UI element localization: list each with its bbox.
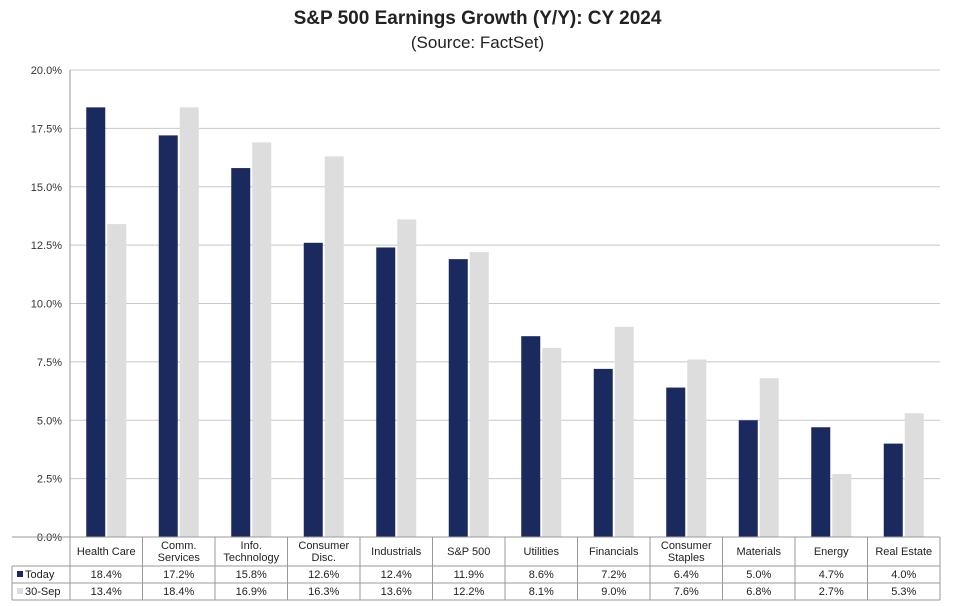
bar-today [303, 242, 323, 538]
category-label: Comm. [161, 540, 196, 552]
data-label: 8.6% [529, 569, 554, 581]
data-label: 18.4% [91, 569, 122, 581]
bar-today [86, 107, 106, 538]
bar-30-sep [252, 142, 272, 537]
chart-subtitle: (Source: FactSet) [410, 33, 545, 52]
data-label: 7.6% [674, 586, 699, 598]
data-label: 9.0% [601, 586, 626, 598]
data-label: 17.2% [163, 569, 194, 581]
category-label: Real Estate [875, 546, 932, 558]
category-label: Technology [223, 552, 279, 564]
bar-30-sep [107, 224, 127, 538]
category-label: Disc. [312, 552, 336, 564]
data-label: 11.9% [454, 569, 485, 581]
data-label: 6.4% [674, 569, 699, 581]
bar-30-sep [542, 347, 562, 537]
data-label: 16.3% [308, 586, 339, 598]
y-tick-label: 20.0% [31, 65, 62, 77]
legend-series-name: 30-Sep [25, 586, 60, 598]
data-label: 13.4% [91, 586, 122, 598]
bar-today [666, 387, 686, 537]
data-label: 12.4% [381, 569, 412, 581]
bar-30-sep [324, 156, 344, 537]
bar-today [883, 443, 903, 537]
bar-30-sep [469, 252, 489, 537]
category-label: Utilities [524, 546, 560, 558]
bar-30-sep [687, 359, 707, 537]
data-label: 12.2% [453, 586, 484, 598]
y-tick-label: 10.0% [31, 299, 62, 311]
data-label: 2.7% [819, 586, 844, 598]
data-label: 6.8% [746, 586, 771, 598]
bar-today [158, 135, 178, 537]
y-tick-label: 5.0% [37, 415, 62, 427]
category-label: Services [158, 552, 201, 564]
y-tick-label: 17.5% [31, 123, 62, 135]
data-label: 5.3% [891, 586, 916, 598]
y-tick-label: 15.0% [31, 182, 62, 194]
data-label: 15.8% [236, 569, 267, 581]
bar-today [738, 420, 758, 537]
data-label: 13.6% [381, 586, 412, 598]
category-label: Financials [589, 546, 639, 558]
bar-30-sep [759, 378, 779, 537]
y-tick-label: 12.5% [31, 240, 62, 252]
bar-30-sep [614, 326, 634, 537]
data-label: 18.4% [163, 586, 194, 598]
bar-today [521, 336, 541, 537]
chart-title: S&P 500 Earnings Growth (Y/Y): CY 2024 [293, 8, 662, 29]
bar-30-sep [179, 107, 199, 538]
category-label: Consumer [661, 540, 712, 552]
bar-today [231, 168, 251, 537]
legend-key [17, 588, 23, 594]
bar-today [376, 247, 396, 537]
data-label: 4.7% [819, 569, 844, 581]
category-label: S&P 500 [447, 546, 490, 558]
y-tick-label: 0.0% [37, 532, 62, 544]
bar-today [811, 427, 831, 537]
data-label: 5.0% [746, 569, 771, 581]
data-label: 7.2% [601, 569, 626, 581]
legend-series-name: Today [25, 569, 55, 581]
y-tick-label: 7.5% [37, 357, 62, 369]
category-label: Info. [241, 540, 262, 552]
bar-today [593, 368, 613, 537]
bar-30-sep [832, 473, 852, 537]
data-label: 4.0% [891, 569, 916, 581]
bar-30-sep [397, 219, 417, 537]
data-label: 16.9% [236, 586, 267, 598]
category-label: Industrials [371, 546, 422, 558]
category-label: Staples [668, 552, 705, 564]
bar-today [448, 259, 468, 537]
category-label: Energy [814, 546, 849, 558]
data-label: 12.6% [308, 569, 339, 581]
category-label: Materials [736, 546, 781, 558]
category-label: Consumer [298, 540, 349, 552]
y-tick-label: 2.5% [37, 474, 62, 486]
data-label: 8.1% [529, 586, 554, 598]
bar-30-sep [904, 413, 924, 537]
category-label: Health Care [77, 546, 136, 558]
legend-key [17, 571, 23, 577]
